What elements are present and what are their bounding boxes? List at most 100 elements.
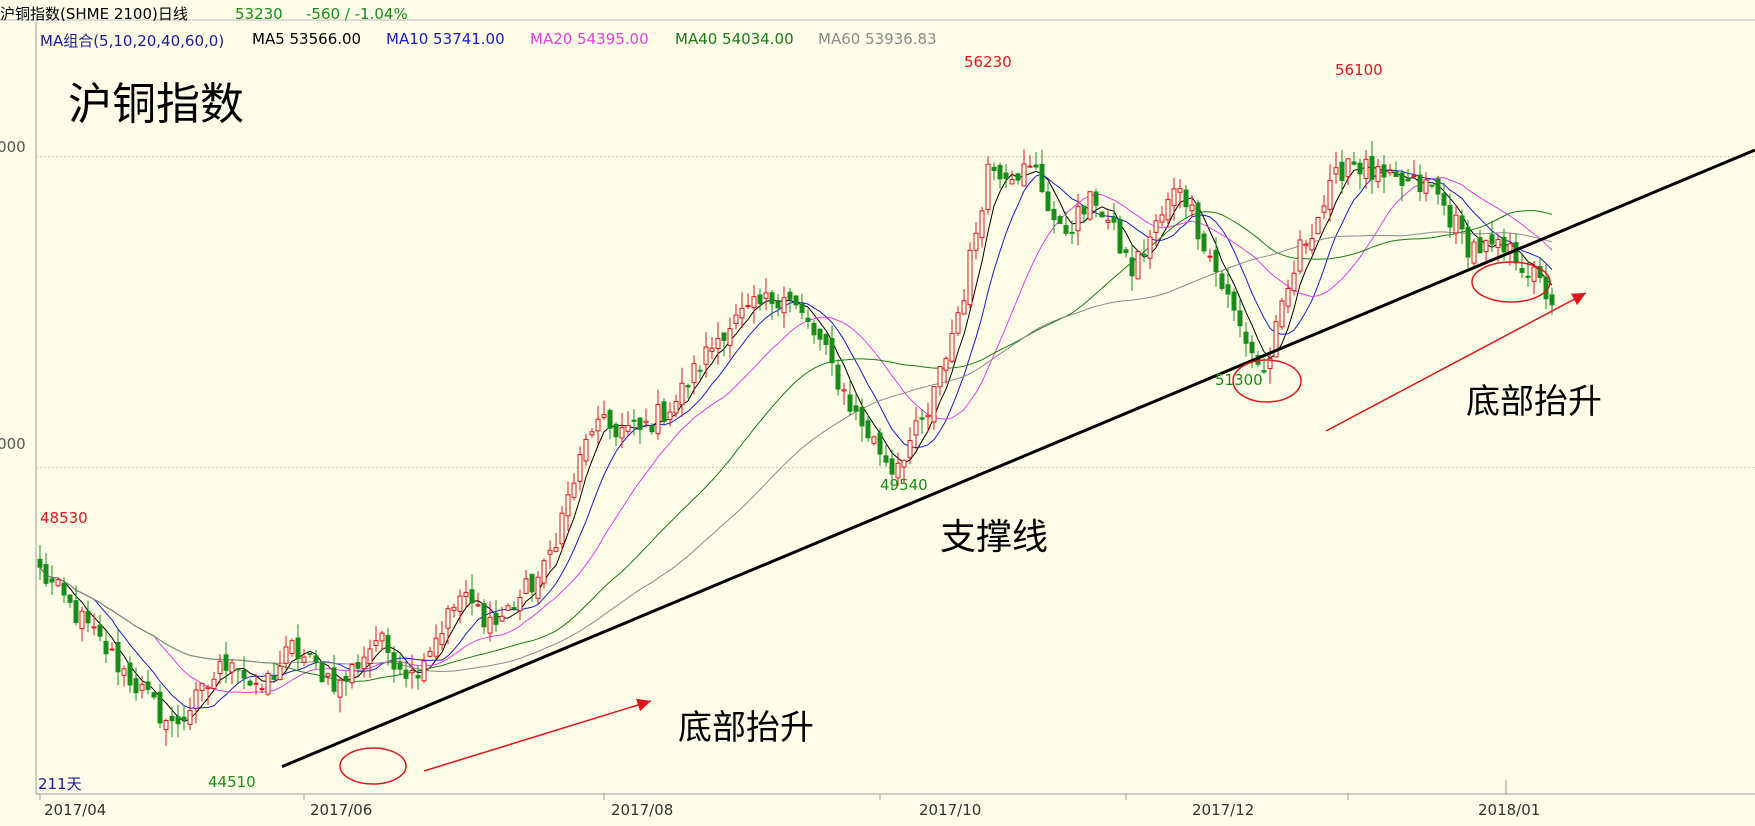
candle-body xyxy=(1087,191,1093,220)
candle-body xyxy=(1189,204,1195,212)
candle-body xyxy=(451,606,457,611)
bottom-circle-3 xyxy=(1471,261,1551,303)
candle-body xyxy=(193,689,199,709)
rise-arrow-2-shaft xyxy=(1325,292,1587,432)
candle-body xyxy=(1141,253,1147,256)
candle-body xyxy=(463,591,469,597)
candle-body xyxy=(1279,300,1285,328)
candle-body xyxy=(505,605,511,611)
candle-body xyxy=(49,578,55,583)
rise-arrow-1-shaft xyxy=(423,700,652,772)
candle-body xyxy=(1051,208,1057,221)
candle-body xyxy=(1417,174,1423,192)
candle-body xyxy=(709,347,715,352)
candle-body xyxy=(253,682,259,685)
candle-body xyxy=(979,210,985,239)
candle-body xyxy=(655,404,661,435)
candle-body xyxy=(289,640,295,655)
candle-body xyxy=(793,295,799,306)
candle-body xyxy=(1483,239,1489,252)
candle-body xyxy=(1339,161,1345,181)
candle-body xyxy=(715,338,721,349)
candle-body xyxy=(781,297,787,314)
ma20-readout: MA20 54395.00 xyxy=(530,30,649,48)
candle-body xyxy=(487,616,493,634)
candle-body xyxy=(493,612,499,625)
candle-body xyxy=(61,582,67,596)
candle-body xyxy=(925,414,931,418)
candle-body xyxy=(721,332,727,341)
candle-body xyxy=(985,163,991,211)
candle-body xyxy=(835,364,841,390)
candle-body xyxy=(847,394,853,412)
candle-body xyxy=(691,363,697,384)
bottom-rise-label-2: 底部抬升 xyxy=(1466,382,1602,422)
candle-body xyxy=(121,668,127,676)
candle-body xyxy=(1333,167,1339,175)
candle-body xyxy=(205,686,211,689)
candle-body xyxy=(1549,294,1555,306)
ma60-readout: MA60 53936.83 xyxy=(818,30,937,48)
candle-body xyxy=(871,436,877,444)
candle-body xyxy=(283,646,289,664)
candle-body xyxy=(1201,233,1207,252)
candle-body xyxy=(1321,205,1327,213)
candle-body xyxy=(937,366,943,388)
candle-body xyxy=(397,662,403,670)
candle-body xyxy=(1441,193,1447,206)
candle-body xyxy=(79,610,85,630)
candle-body xyxy=(175,716,181,725)
candle-body xyxy=(1195,202,1201,240)
bottom-rise-label-1: 底部抬升 xyxy=(678,708,814,748)
candle-body xyxy=(361,656,367,670)
candle-body xyxy=(1381,164,1387,178)
candle-body xyxy=(1063,225,1069,234)
candle-body xyxy=(967,249,973,306)
candle-body xyxy=(1045,191,1051,212)
candle-body xyxy=(661,401,667,422)
ma10-readout: MA10 53741.00 xyxy=(386,30,505,48)
candle-body xyxy=(1231,291,1237,311)
candle-body xyxy=(499,615,505,622)
candle-body xyxy=(235,668,241,671)
candle-body xyxy=(1285,287,1291,307)
candle-body xyxy=(1099,211,1105,218)
candle-body xyxy=(673,400,679,414)
candle-body xyxy=(685,385,691,388)
candle-body xyxy=(883,455,889,463)
candle-body xyxy=(1057,216,1063,224)
chart-title-annotation: 沪铜指数 xyxy=(68,79,244,130)
candle-body xyxy=(619,427,625,439)
candle-body xyxy=(547,549,553,555)
candle-body xyxy=(1003,172,1009,180)
candle-body xyxy=(1075,205,1081,232)
candle-body xyxy=(889,458,895,475)
candle-body xyxy=(1429,184,1435,187)
price-change: -560 / -1.04% xyxy=(306,5,408,23)
candle-body xyxy=(1021,163,1027,187)
ma-group-label[interactable]: MA组合(5,10,20,40,60,0) xyxy=(40,32,225,50)
candle-body xyxy=(601,414,607,418)
candle-body xyxy=(217,660,223,675)
candle-body xyxy=(649,425,655,433)
candle-body xyxy=(445,608,451,629)
candle-body xyxy=(367,648,373,664)
candle-body xyxy=(115,641,121,673)
candle-body xyxy=(469,589,475,604)
candle-body xyxy=(1393,171,1399,178)
candle-body xyxy=(859,407,865,427)
candle-body xyxy=(1273,321,1279,358)
candle-body xyxy=(385,635,391,653)
support-line xyxy=(281,148,1755,769)
candle-body xyxy=(1213,249,1219,273)
candle-body xyxy=(955,312,961,334)
candle-body xyxy=(475,604,481,607)
candle-body xyxy=(1015,173,1021,181)
x-tick-label-2017-10: 2017/10 xyxy=(919,801,982,819)
candle-body xyxy=(85,610,91,624)
candle-body xyxy=(1033,164,1039,168)
candle-body xyxy=(157,691,163,724)
candle-body xyxy=(1249,341,1255,354)
